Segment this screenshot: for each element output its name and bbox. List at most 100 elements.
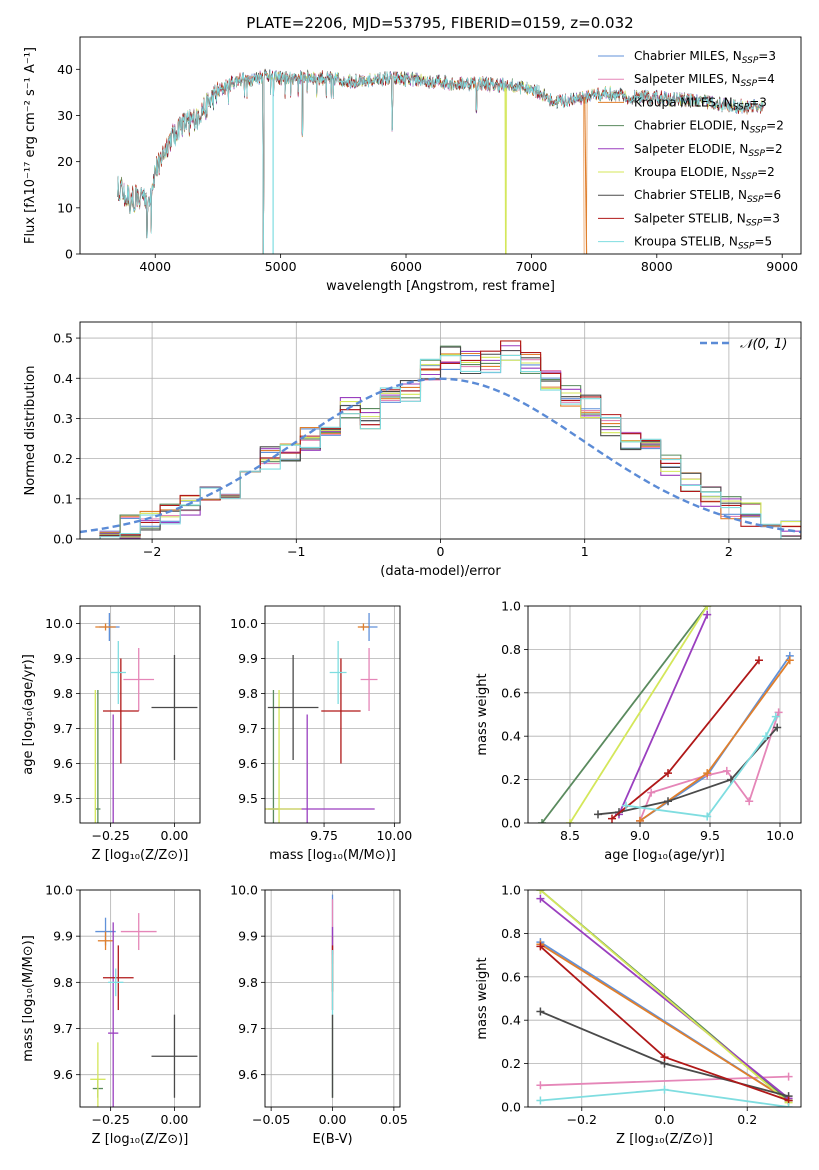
weight-series-marker — [771, 712, 780, 721]
y-tick-label: 10.0 — [230, 883, 258, 898]
x-tick-label: 9.5 — [700, 828, 720, 843]
weight-vs-metallicity-panel: −0.2 0.0 0.2 0.0 0.2 0.4 0.6 0.8 1.0 Z [log₁₀(Z/Z… — [475, 883, 802, 1147]
weight-series-marker — [703, 769, 712, 778]
legend-entry-subscript: SSP — [741, 79, 758, 89]
weight-series-marker — [722, 766, 731, 775]
axes-frame — [264, 889, 401, 1108]
y-tick-label: 9.9 — [53, 651, 73, 666]
residual-histogram-panel: −2 −1 0 1 2 0.0 0.1 0.2 0.3 0.4 0.5 (data-model)/er… — [23, 321, 802, 579]
y-tick-label: 0.6 — [501, 685, 521, 700]
weight_vs_age-grid — [528, 605, 801, 824]
y-tick-label: 0.5 — [53, 331, 73, 346]
y-tick-label: 10.0 — [45, 616, 73, 631]
y-tick-label: 0.0 — [501, 816, 521, 831]
legend-entry-subscript: SSP — [748, 149, 765, 159]
y-tick-label: 9.9 — [53, 929, 73, 944]
weight-series-line — [639, 659, 791, 822]
y-tick-label: 40 — [57, 62, 73, 77]
legend-entry: Salpeter MILES, NSSP=4 — [634, 72, 775, 89]
y-axis-label: mass weight — [475, 673, 490, 755]
legend-entry-label: Salpeter ELODIE, N — [634, 142, 748, 156]
axes-frame — [79, 36, 802, 255]
x-tick-label: 10.00 — [376, 828, 412, 843]
weight-series-line — [540, 1075, 789, 1087]
age-vs-mass-panel: 9.75 10.00 9.5 9.6 9.7 9.8 9.9 10.0 mass [log₁₀(… — [230, 605, 412, 863]
x-tick-label: 9.75 — [310, 828, 338, 843]
x-tick-label: 8000 — [641, 259, 673, 274]
weight-series-marker — [538, 819, 546, 823]
y-axis-label: age [log₁₀(age/yr)] — [21, 654, 36, 775]
y-tick-label: 9.8 — [238, 686, 258, 701]
errorbar-point — [329, 641, 347, 704]
y-tick-label: 9.9 — [238, 651, 258, 666]
normal-reference-curve — [80, 377, 801, 534]
x-tick-label: 0.05 — [380, 1112, 408, 1127]
y-axis-label: mass [log₁₀(M/M⊙)] — [21, 935, 36, 1062]
x-tick-label: 9000 — [766, 259, 798, 274]
x-tick-label: −0.2 — [567, 1112, 597, 1127]
weight-series-marker — [755, 656, 763, 665]
y-tick-label: 0.8 — [501, 642, 521, 657]
weight-series-marker — [664, 797, 672, 806]
y-tick-label: 1.0 — [501, 599, 521, 614]
errorbar-point — [267, 655, 319, 760]
spectrum-plot-area — [117, 68, 764, 254]
legend-entry-count: =3 — [749, 95, 767, 109]
legend-entry-label: Chabrier MILES, N — [634, 49, 742, 63]
weight-series-marker — [745, 797, 754, 806]
y-tick-label: 9.6 — [238, 756, 258, 771]
y-tick-label: 10 — [57, 200, 73, 215]
x-axis-label: mass [log₁₀(M/M⊙)] — [269, 848, 396, 863]
legend-entry: Salpeter ELODIE, NSSP=2 — [634, 142, 783, 159]
y-tick-label: 9.6 — [53, 1067, 73, 1082]
y-axis-label: mass weight — [475, 957, 490, 1039]
errorbar-point — [95, 690, 101, 823]
x-tick-label: 0.0 — [655, 1112, 675, 1127]
errorbar-point — [321, 658, 361, 764]
x-axis-label: age [log₁₀(age/yr)] — [604, 848, 725, 863]
axes-frame — [527, 889, 802, 1108]
y-tick-label: 0.0 — [53, 532, 73, 547]
x-tick-label: 4000 — [139, 259, 171, 274]
x-tick-label: 0.00 — [161, 1112, 189, 1127]
spectrum-dropout-mark — [584, 97, 588, 254]
x-tick-label: 5000 — [265, 259, 297, 274]
x-tick-label: 0.2 — [737, 1112, 757, 1127]
errorbar-point — [360, 648, 378, 711]
legend-entry-subscript: SSP — [733, 102, 750, 112]
weight-series-marker — [660, 1085, 669, 1094]
legend-entry-count: =2 — [765, 142, 783, 156]
weight-series-marker — [622, 801, 630, 810]
weight_vs_age-plot-area — [538, 606, 794, 823]
legend-entry: Chabrier MILES, NSSP=3 — [634, 49, 776, 66]
x-axis-label: (data-model)/error — [380, 564, 501, 579]
weight-series-marker — [647, 788, 656, 797]
y-tick-label: 0.2 — [501, 772, 521, 787]
errorbar-point — [102, 658, 139, 764]
errorbar-point — [97, 931, 114, 951]
weight-series-line — [541, 606, 708, 823]
y-tick-label: 0.4 — [53, 371, 73, 386]
y-tick-label: 1.0 — [501, 883, 521, 898]
weight-series-line — [539, 897, 790, 1100]
weight-series-marker — [703, 606, 712, 610]
axes-frame — [79, 321, 802, 540]
weight-series-marker — [784, 1103, 793, 1107]
y-tick-label: 9.7 — [53, 721, 73, 736]
errorbar-point — [102, 945, 134, 1011]
y-tick-label: 9.7 — [53, 1021, 73, 1036]
legend-entry-label: Kroupa ELODIE, N — [634, 165, 741, 179]
age_vs_Z-plot-area — [94, 613, 198, 823]
legend-entry-count: =2 — [766, 119, 784, 133]
y-axis-label: Normed distribution — [23, 366, 38, 496]
legend-entry-label: Salpeter STELIB, N — [634, 211, 746, 225]
x-tick-label: 0.00 — [319, 1112, 347, 1127]
x-tick-label: 10.0 — [766, 828, 794, 843]
legend-entry: Kroupa ELODIE, NSSP=2 — [634, 165, 775, 182]
y-tick-label: 9.7 — [238, 721, 258, 736]
y-tick-label: 9.6 — [238, 1067, 258, 1082]
weight-series-line — [625, 716, 777, 818]
legend-entry: Kroupa STELIB, NSSP=5 — [634, 235, 772, 252]
weight-vs-age-panel: 8.5 9.0 9.5 10.0 0.0 0.2 0.4 0.6 0.8 1.0 age [log₁… — [475, 599, 802, 863]
